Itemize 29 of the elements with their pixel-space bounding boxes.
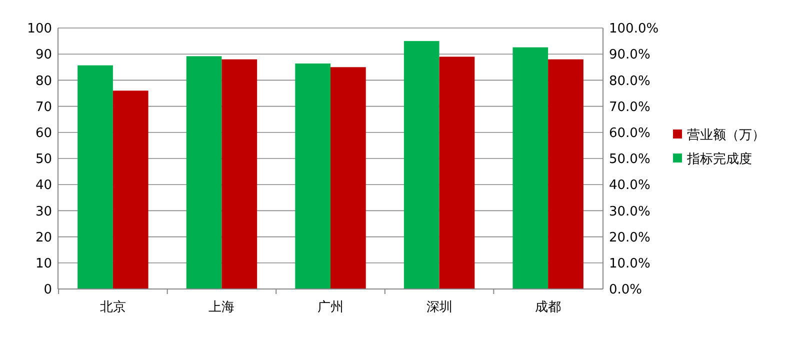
y2-tick-label: 70.0% xyxy=(609,100,650,115)
y2-tick-label: 90.0% xyxy=(609,48,650,63)
y2-tick-label: 80.0% xyxy=(609,74,650,89)
x-tick-label: 深圳 xyxy=(426,300,452,315)
y2-tick-label: 30.0% xyxy=(609,204,650,220)
legend-label: 指标完成度 xyxy=(686,151,752,168)
y-tick-label: 20 xyxy=(35,230,52,246)
y2-tick-label: 60.0% xyxy=(609,126,650,141)
y2-tick-label: 20.0% xyxy=(609,230,650,246)
y2-tick-label: 50.0% xyxy=(609,152,650,168)
y-tick-label: 80 xyxy=(35,74,52,89)
y-tick-label: 70 xyxy=(35,100,52,115)
x-tick-label: 北京 xyxy=(100,300,126,315)
y-tick-label: 100 xyxy=(27,22,52,37)
y-tick-label: 30 xyxy=(35,204,52,220)
y-tick-label: 0 xyxy=(44,282,52,298)
y-tick-label: 50 xyxy=(35,152,52,168)
x-tick-label: 上海 xyxy=(208,300,235,315)
legend-label: 营业额（万） xyxy=(687,128,765,144)
y-tick-label: 90 xyxy=(35,48,52,63)
x-tick-label: 成都 xyxy=(535,300,562,315)
x-tick-label: 广州 xyxy=(318,300,344,315)
y-tick-label: 40 xyxy=(35,178,52,194)
y-tick-label: 60 xyxy=(35,126,52,141)
y2-tick-label: 10.0% xyxy=(609,256,650,272)
y2-tick-label: 100.0% xyxy=(609,22,659,37)
y-tick-label: 10 xyxy=(35,256,52,272)
y2-tick-label: 40.0% xyxy=(609,178,650,194)
y2-tick-label: 0.0% xyxy=(609,282,642,298)
